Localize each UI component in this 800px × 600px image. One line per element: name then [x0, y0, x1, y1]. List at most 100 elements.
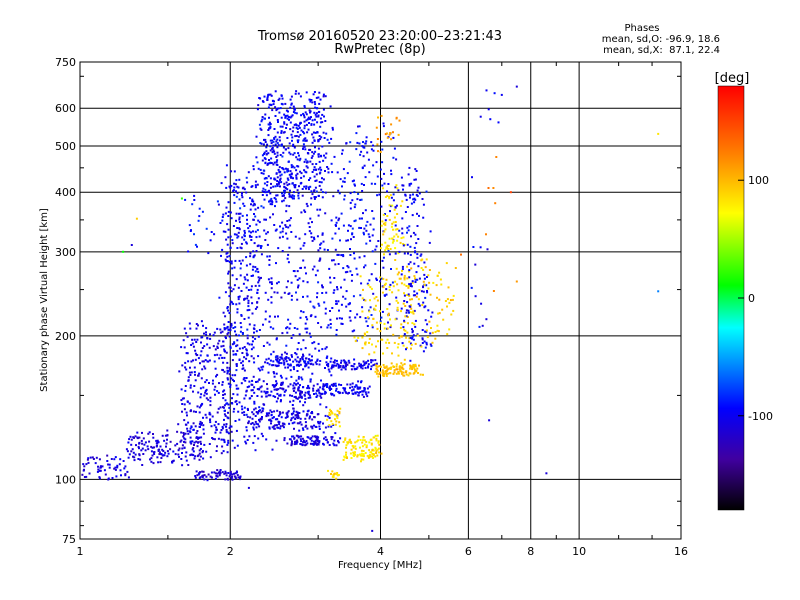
- data-point: [374, 447, 377, 450]
- data-point: [283, 437, 286, 440]
- data-point: [319, 257, 322, 260]
- data-point: [331, 393, 334, 395]
- data-point: [401, 265, 404, 268]
- data-point: [425, 329, 428, 332]
- data-point: [324, 191, 327, 194]
- data-point: [349, 319, 352, 322]
- data-point: [305, 202, 308, 205]
- data-point: [274, 106, 277, 109]
- data-point: [184, 198, 187, 201]
- data-point: [339, 407, 342, 410]
- data-point: [337, 366, 340, 369]
- data-point: [358, 256, 361, 259]
- data-point: [146, 445, 149, 448]
- data-point: [270, 197, 273, 200]
- data-point: [226, 306, 229, 308]
- data-point: [367, 365, 370, 368]
- data-point: [198, 425, 201, 428]
- data-point: [264, 191, 267, 194]
- data-point: [238, 334, 240, 337]
- data-point: [384, 196, 387, 198]
- data-point: [285, 225, 288, 228]
- data-point: [190, 360, 193, 363]
- data-point: [460, 253, 462, 256]
- data-point: [335, 364, 338, 367]
- data-point: [408, 294, 411, 297]
- data-point: [198, 458, 201, 461]
- data-point: [370, 273, 373, 276]
- data-point: [225, 238, 228, 241]
- data-point: [209, 337, 212, 340]
- data-point: [428, 320, 431, 323]
- data-point: [279, 231, 282, 234]
- data-point: [374, 182, 377, 185]
- phase-legend-heading: Phases: [624, 23, 659, 34]
- data-point: [341, 323, 344, 325]
- data-point: [238, 178, 241, 181]
- data-point: [479, 246, 482, 249]
- data-point: [276, 355, 279, 358]
- data-point: [299, 247, 302, 250]
- data-point: [401, 268, 404, 271]
- data-point: [290, 281, 293, 284]
- data-point: [296, 165, 299, 168]
- data-point: [438, 271, 441, 274]
- data-point: [409, 196, 411, 199]
- data-point: [401, 232, 404, 235]
- data-point: [318, 135, 321, 137]
- data-point: [341, 317, 343, 320]
- data-point: [362, 288, 364, 291]
- data-point: [364, 209, 367, 212]
- data-point: [184, 441, 187, 444]
- data-point: [368, 337, 371, 340]
- data-point: [318, 91, 321, 94]
- data-point: [311, 163, 314, 166]
- data-point: [406, 322, 409, 325]
- data-point: [364, 391, 367, 394]
- data-point: [343, 278, 346, 281]
- data-point: [418, 277, 421, 280]
- data-point: [244, 278, 247, 281]
- data-point: [253, 400, 256, 403]
- data-point: [286, 169, 289, 172]
- data-point: [370, 368, 372, 371]
- data-point: [255, 411, 258, 413]
- data-point: [180, 458, 183, 460]
- data-point: [205, 392, 208, 395]
- data-point: [288, 364, 291, 367]
- data-point: [312, 384, 315, 387]
- data-point: [198, 452, 201, 455]
- data-point: [110, 458, 113, 460]
- data-point: [386, 338, 389, 341]
- data-point: [256, 301, 259, 304]
- data-point: [271, 109, 274, 112]
- data-point: [360, 198, 363, 201]
- data-point: [249, 255, 252, 258]
- data-point: [247, 422, 250, 425]
- data-point: [280, 94, 283, 97]
- data-point: [130, 450, 133, 453]
- data-point: [269, 281, 271, 284]
- data-point: [246, 181, 249, 184]
- data-point: [377, 441, 380, 444]
- data-point: [389, 205, 392, 208]
- data-point: [221, 330, 224, 333]
- data-point: [324, 307, 327, 310]
- data-point: [334, 384, 337, 387]
- grid-lines: [80, 62, 681, 539]
- data-point: [245, 377, 248, 379]
- data-point: [261, 410, 264, 412]
- data-point: [306, 387, 309, 390]
- data-point: [487, 187, 490, 189]
- data-point: [201, 402, 204, 405]
- data-point: [237, 286, 240, 289]
- data-point: [324, 120, 327, 122]
- data-point: [200, 336, 203, 339]
- data-point: [313, 341, 316, 344]
- data-point: [98, 458, 101, 461]
- data-point: [360, 366, 363, 369]
- data-point: [217, 203, 220, 206]
- data-point: [269, 326, 272, 329]
- data-point: [180, 439, 183, 442]
- data-point: [389, 248, 392, 250]
